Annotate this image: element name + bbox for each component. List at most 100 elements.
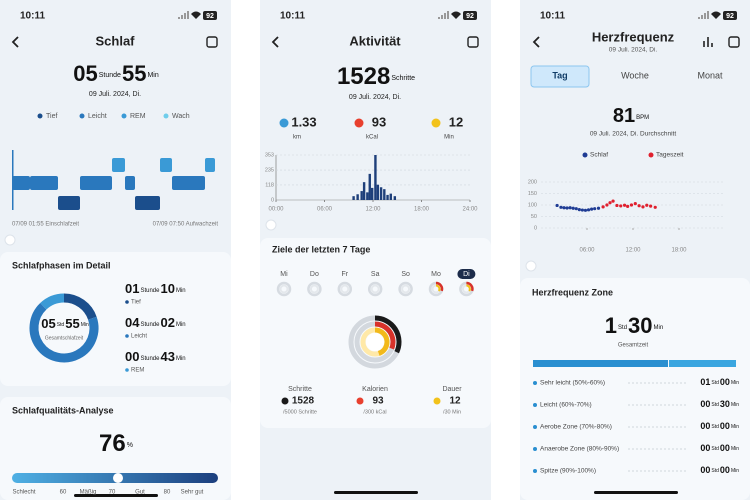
y-tick-label: 235 [265,167,274,173]
value-text: 81BPM [613,105,649,127]
goal-ring-progress [374,327,390,356]
day-label: So [401,271,410,278]
bar [376,184,380,200]
point [565,206,569,210]
day-ring-progress [435,281,444,292]
scale-label: 60 [60,490,67,496]
point [619,204,623,208]
status-time: 10:11 [280,11,305,22]
goal-label: Kalorien [362,386,388,393]
day-ring-progress [435,284,441,292]
x-tick-label: 24:00 [462,207,478,213]
home-indicator [74,494,158,497]
phase-time: 01Stunde10Min [125,281,186,296]
tab-selected [530,65,590,88]
stat-unit: km [293,135,301,141]
goal-target: /30 Min [443,409,461,415]
calendar-button[interactable] [467,36,479,48]
zone-item-label: Leicht (60%-70%) [540,402,592,409]
tab[interactable]: Tag [552,70,567,80]
scroll-handle [265,219,277,231]
day-ring [309,284,319,294]
scroll-handle [4,234,16,246]
back-button[interactable] [532,36,540,48]
goal-icon [356,397,364,405]
y-tick-label: 150 [528,191,537,197]
bar [360,191,363,200]
text-part: Stunde [140,288,160,294]
home-indicator [334,491,418,494]
calendar-button[interactable] [206,36,218,48]
bar [370,187,374,200]
tab[interactable]: Monat [697,70,723,80]
text-part: Std [711,402,719,408]
text-part: Stunde [140,356,160,362]
text-part: 04 [125,315,140,330]
calendar-button[interactable] [728,36,740,48]
point [653,205,657,209]
phase-label: Tief [131,300,141,306]
y-tick-label: 200 [528,179,537,185]
stat-icon [279,118,289,128]
phase-label: REM [131,368,144,374]
bar [352,196,355,200]
hypnogram-segment [112,158,125,172]
hypnogram-segment [125,176,135,190]
donut-segment [29,303,99,363]
text-part: Min [176,288,186,294]
legend-label: Leicht [88,113,107,120]
legend-dot [37,113,43,119]
text-part: Min [176,356,186,362]
donut-segment [63,293,97,320]
day-ring [337,281,353,297]
text-part: Min [654,325,664,331]
day-label: Mo [431,271,441,278]
x-tick-label: 06:00 [317,207,333,213]
home-indicator [594,491,678,494]
back-button[interactable] [11,36,19,48]
phase-dot [125,300,129,304]
value-text: 05Stunde55Min [73,61,159,86]
stat-unit: Min [444,135,454,141]
zone-item-label: Aerobe Zone (70%-80%) [540,424,612,431]
text-part: Min [731,380,739,386]
bar [374,155,377,200]
day-label: Do [310,271,319,278]
stat-unit: kCal [366,135,378,141]
signal [181,15,183,19]
text-part: Min [731,402,739,408]
zone-dot [533,381,537,385]
hypnogram-segment [205,158,215,172]
text-part: Min [81,322,89,328]
text-part: 55 [122,61,146,86]
phases-card [0,252,231,386]
day-ring [340,284,350,294]
text-part: 00 [125,349,139,364]
day-ring [398,281,413,297]
goal-value: 93 [372,396,384,407]
bar [379,187,383,200]
goal-ring-progress [374,321,396,350]
text-part: 00 [700,443,710,453]
signal [698,17,700,19]
screen-title: Aktivität [349,33,401,48]
tab[interactable]: Woche [621,70,649,80]
back-button[interactable] [271,36,279,48]
scroll-handle [525,260,537,272]
y-tick-label: 100 [528,202,537,208]
card-title: Schlafphasen im Detail [12,260,111,270]
goal-value: 1528 [292,396,315,407]
day-pill [457,269,476,279]
text-part: 1 [605,313,617,338]
bar [386,194,389,200]
scale-label: Sehr gut [181,490,204,496]
zone-item-label: Spitze (90%-100%) [540,468,596,475]
battery [203,11,217,20]
bar [366,192,369,200]
stats-button[interactable] [703,37,713,47]
point [605,203,609,207]
y-tick-label: 353 [265,152,274,158]
sleep-start: 07/09 01:55 Einschlafzeit [12,222,79,228]
point [649,204,653,208]
stat-value: 93 [372,114,386,129]
